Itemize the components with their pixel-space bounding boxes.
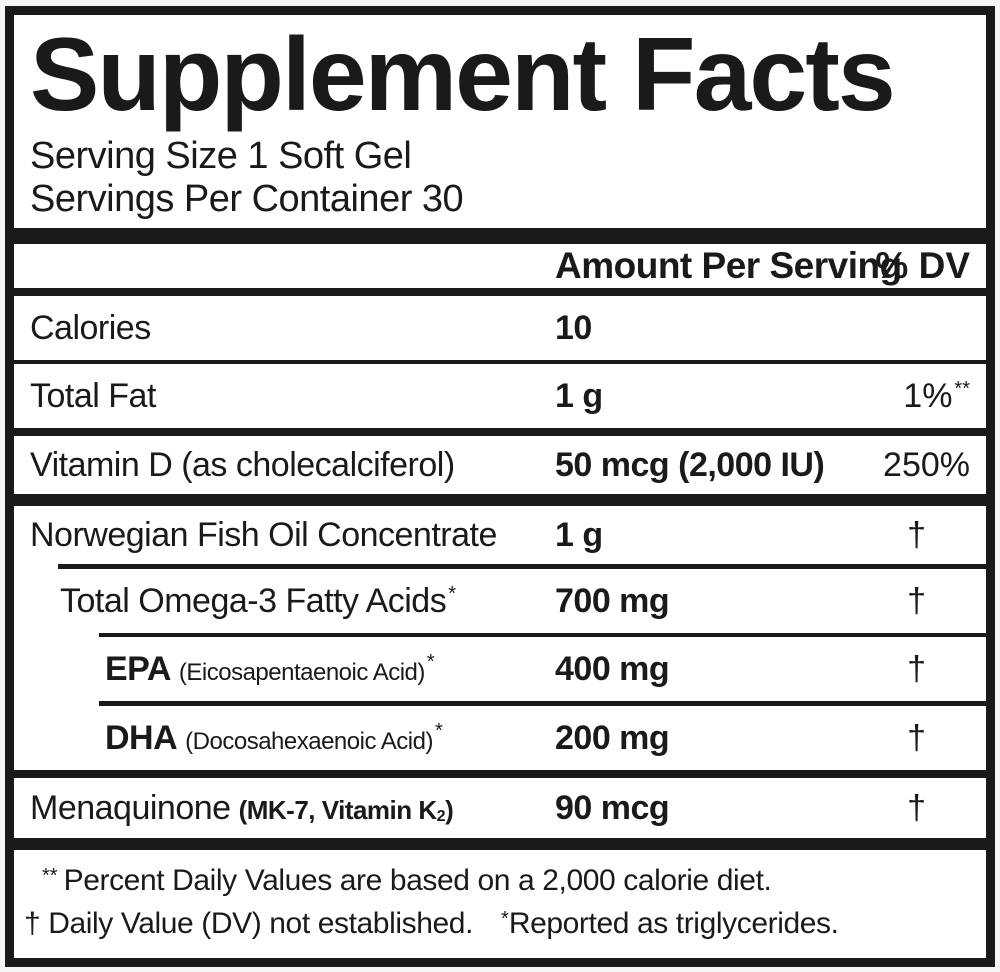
vitamin-k-subscript: 2 bbox=[436, 807, 446, 826]
supplement-facts-label: Supplement Facts Serving Size 1 Soft Gel… bbox=[5, 6, 995, 967]
nutrient-name: Menaquinone (MK-7, Vitamin K2) bbox=[30, 789, 555, 828]
footnote-daily-values: ** Percent Daily Values are based on a 2,… bbox=[24, 860, 974, 903]
dv-not-established-dagger: † bbox=[907, 649, 926, 688]
serving-size-text: Serving Size 1 Soft Gel bbox=[30, 135, 412, 177]
dv-not-established-dagger: † bbox=[907, 788, 926, 827]
dv-percent: 1% bbox=[903, 376, 953, 415]
amount-per-serving-header: Amount Per Serving bbox=[555, 245, 902, 287]
nutrient-name-text: Menaquinone bbox=[30, 788, 231, 827]
nutrient-name: EPA (Eicosapentaenoic Acid) * bbox=[30, 650, 555, 689]
row-divider-indented bbox=[99, 701, 986, 707]
footnote-line-2: † Daily Value (DV) not established. *Repo… bbox=[24, 903, 974, 946]
nutrient-name: Total Omega-3 Fatty Acids * bbox=[30, 582, 555, 621]
row-total-omega-3: Total Omega-3 Fatty Acids * 700 mg † bbox=[14, 569, 986, 633]
amount-per-serving-value: 1 g bbox=[555, 376, 603, 415]
amount-per-serving-value: 1 g bbox=[555, 515, 603, 554]
amount-per-serving-value: 400 mg bbox=[555, 649, 670, 688]
paren-close: ) bbox=[445, 794, 454, 825]
footnote-triglycerides: *Reported as triglycerides. bbox=[499, 907, 839, 940]
nutrient-name: DHA (Docosahexaenoic Acid) * bbox=[30, 719, 555, 758]
nutrient-acronym: DHA bbox=[105, 718, 178, 757]
nutrient-name: Calories bbox=[30, 308, 151, 347]
percent-dv-value: 1% ** bbox=[845, 377, 970, 416]
amount-per-serving-value: 700 mg bbox=[555, 581, 670, 620]
triglyceride-note-marker: * bbox=[434, 719, 443, 742]
nutrient-name: Norwegian Fish Oil Concentrate bbox=[30, 515, 497, 554]
footnote-triglycerides-text: Reported as triglycerides. bbox=[508, 906, 839, 940]
nutrient-name: Vitamin D (as cholecalciferol) bbox=[30, 445, 455, 484]
section-divider bbox=[14, 288, 986, 297]
row-divider bbox=[14, 360, 986, 365]
amount-per-serving-value: 10 bbox=[555, 308, 592, 347]
percent-dv-value: 250% bbox=[883, 445, 970, 484]
column-headers-row: Amount Per Serving % DV bbox=[14, 244, 986, 288]
row-calories: Calories 10 bbox=[14, 296, 986, 360]
title-block: Supplement Facts Serving Size 1 Soft Gel… bbox=[14, 15, 986, 228]
nutrient-chemical-name: (Docosahexaenoic Acid) bbox=[185, 727, 433, 755]
nutrient-name-text: Total Omega-3 Fatty Acids bbox=[60, 581, 447, 620]
row-divider bbox=[14, 428, 986, 437]
section-divider bbox=[14, 770, 986, 779]
amount-per-serving-value: 200 mg bbox=[555, 718, 670, 757]
section-divider-thick bbox=[14, 228, 986, 245]
row-epa: EPA (Eicosapentaenoic Acid) * 400 mg † bbox=[14, 637, 986, 701]
triglyceride-note-marker: * bbox=[501, 907, 509, 930]
label-title: Supplement Facts bbox=[30, 17, 896, 133]
nutrient-chemical-name: (MK-7, Vitamin K2) bbox=[238, 794, 454, 826]
dv-not-established-dagger: † bbox=[907, 515, 926, 554]
footnote-daily-values-text: Percent Daily Values are based on a 2,00… bbox=[63, 864, 772, 898]
triglyceride-note-marker: * bbox=[448, 582, 457, 605]
row-vitamin-d: Vitamin D (as cholecalciferol) 50 mcg (2… bbox=[14, 436, 986, 494]
nutrient-name: Total Fat bbox=[30, 376, 156, 415]
percent-dv-header: % DV bbox=[875, 245, 970, 287]
daily-value-note-marker: ** bbox=[954, 377, 970, 400]
vitamin-k-paren-text: (MK-7, Vitamin K bbox=[238, 794, 438, 825]
servings-per-container-text: Servings Per Container 30 bbox=[30, 177, 464, 220]
row-divider-indented bbox=[58, 564, 986, 570]
amount-per-serving-value: 90 mcg bbox=[555, 788, 670, 827]
section-divider-thick bbox=[14, 494, 986, 507]
row-total-fat: Total Fat 1 g 1% ** bbox=[14, 364, 986, 428]
amount-per-serving-value: 50 mcg (2,000 IU) bbox=[555, 445, 825, 484]
nutrient-chemical-name: (Eicosapentaenoic Acid) bbox=[178, 658, 425, 686]
dv-not-established-dagger: † bbox=[907, 718, 926, 757]
row-fish-oil-concentrate: Norwegian Fish Oil Concentrate 1 g † bbox=[14, 506, 986, 564]
section-divider-thick bbox=[14, 838, 986, 851]
daily-value-note-marker: ** bbox=[42, 865, 58, 888]
triglyceride-note-marker: * bbox=[426, 650, 435, 673]
dv-not-established-dagger: † bbox=[907, 581, 926, 620]
nutrient-acronym: EPA bbox=[105, 649, 171, 688]
footnote-dv-not-established: † Daily Value (DV) not established. bbox=[24, 906, 474, 940]
footnotes: ** Percent Daily Values are based on a 2,… bbox=[14, 850, 986, 958]
row-dha: DHA (Docosahexaenoic Acid) * 200 mg † bbox=[14, 706, 986, 770]
row-divider-indented bbox=[99, 633, 986, 638]
row-menaquinone: Menaquinone (MK-7, Vitamin K2) 90 mcg † bbox=[14, 778, 986, 838]
